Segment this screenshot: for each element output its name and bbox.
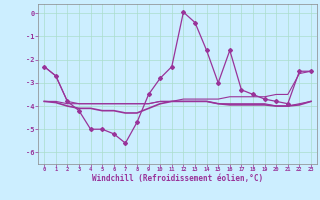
X-axis label: Windchill (Refroidissement éolien,°C): Windchill (Refroidissement éolien,°C) xyxy=(92,174,263,183)
